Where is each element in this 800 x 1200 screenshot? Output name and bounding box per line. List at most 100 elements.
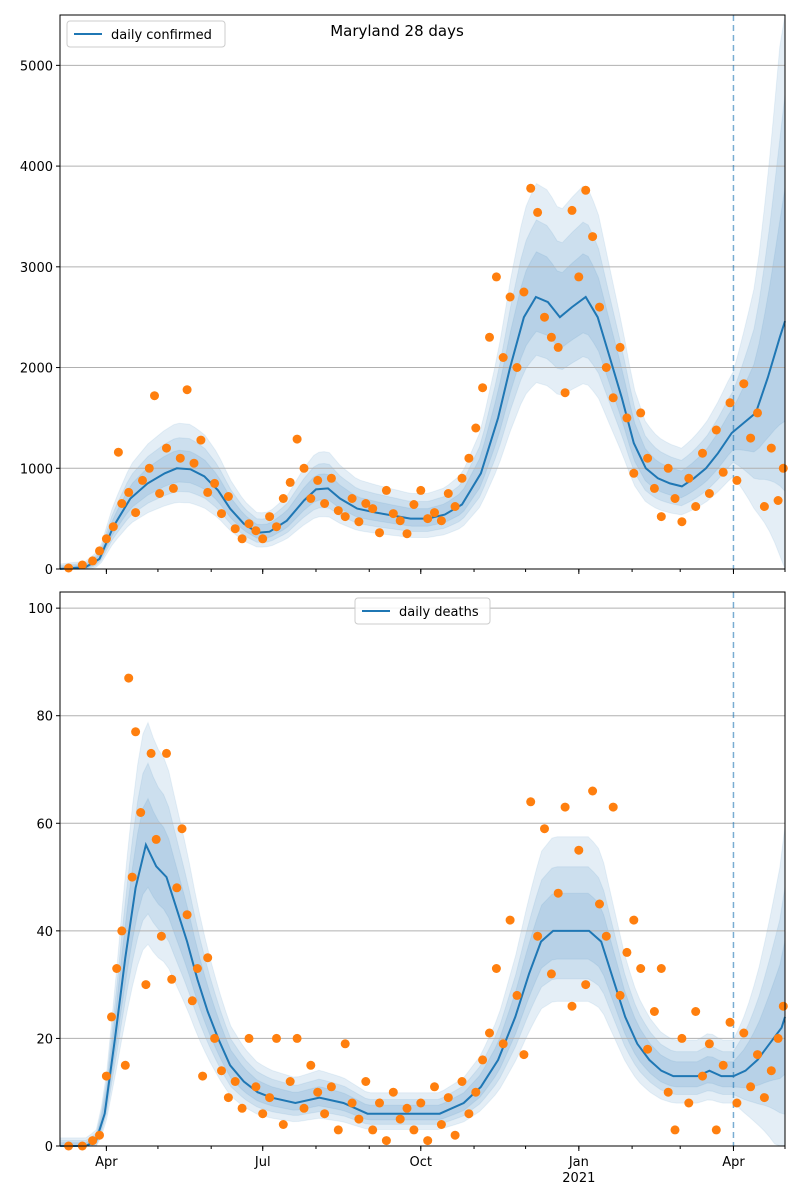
deaths-point-59 bbox=[436, 1120, 446, 1129]
deaths-point-66 bbox=[485, 1028, 494, 1038]
confirmed-legend: daily confirmed bbox=[66, 20, 226, 48]
deaths-point-75 bbox=[546, 969, 556, 979]
deaths-point-7 bbox=[117, 926, 127, 936]
deaths-point-102 bbox=[732, 1098, 742, 1108]
deaths-point-85 bbox=[615, 990, 625, 1000]
confirmed-point-8 bbox=[124, 487, 134, 497]
confirmed-point-64 bbox=[505, 292, 515, 302]
confirmed-point-32 bbox=[285, 477, 295, 487]
confirmed-point-33 bbox=[292, 434, 302, 444]
deaths-point-67 bbox=[491, 964, 501, 973]
confirmed-point-11 bbox=[144, 463, 154, 473]
deaths-ytick-label-3: 60 bbox=[36, 817, 53, 832]
deaths-point-79 bbox=[574, 845, 584, 855]
confirmed-ytick-label-3: 3000 bbox=[20, 261, 53, 276]
confirmed-ytick-label-1: 1000 bbox=[20, 462, 53, 477]
confirmed-point-1 bbox=[77, 560, 87, 570]
confirmed-point-0 bbox=[64, 563, 74, 573]
deaths-point-62 bbox=[457, 1077, 467, 1086]
confirmed-point-84 bbox=[643, 453, 653, 463]
deaths-point-72 bbox=[526, 797, 536, 807]
deaths-point-70 bbox=[512, 990, 522, 1000]
deaths-point-2 bbox=[88, 1136, 98, 1146]
confirmed-point-86 bbox=[656, 512, 666, 522]
deaths-point-21 bbox=[182, 910, 192, 920]
confirmed-point-28 bbox=[258, 534, 268, 544]
deaths-point-49 bbox=[368, 1125, 378, 1135]
confirmed-point-31 bbox=[278, 494, 288, 503]
confirmed-point-23 bbox=[223, 492, 233, 501]
confirmed-point-56 bbox=[450, 502, 460, 511]
chart-title: Maryland 28 days bbox=[330, 22, 464, 40]
deaths-point-83 bbox=[601, 931, 611, 941]
deaths-point-64 bbox=[471, 1087, 481, 1097]
confirmed-point-50 bbox=[409, 500, 419, 509]
confirmed-point-88 bbox=[670, 494, 680, 503]
confirmed-point-61 bbox=[485, 332, 494, 342]
confirmed-point-17 bbox=[182, 385, 192, 395]
confirmed-point-45 bbox=[375, 528, 384, 538]
confirmed-point-15 bbox=[168, 483, 178, 493]
deaths-point-45 bbox=[340, 1039, 350, 1049]
confirmed-point-67 bbox=[526, 183, 536, 193]
confirmed-point-4 bbox=[101, 534, 111, 544]
deaths-point-106 bbox=[759, 1093, 769, 1103]
deaths-ytick-label-1: 20 bbox=[36, 1032, 53, 1047]
confirmed-line-path bbox=[59, 295, 786, 570]
deaths-point-38 bbox=[292, 1033, 302, 1043]
confirmed-point-40 bbox=[340, 512, 350, 522]
confirmed-point-74 bbox=[574, 272, 584, 282]
xtick-label-0: Apr bbox=[95, 1155, 118, 1170]
deaths-uncertainty-bands bbox=[59, 721, 786, 1147]
deaths-point-87 bbox=[629, 915, 639, 925]
deaths-point-8 bbox=[120, 1060, 130, 1070]
confirmed-point-34 bbox=[299, 463, 309, 473]
deaths-point-57 bbox=[423, 1136, 433, 1146]
confirmed-point-46 bbox=[381, 485, 391, 495]
confirmed-point-66 bbox=[519, 287, 529, 297]
deaths-point-32 bbox=[251, 1082, 261, 1092]
deaths-point-71 bbox=[519, 1050, 529, 1060]
confirmed-point-69 bbox=[540, 312, 549, 322]
confirmed-point-94 bbox=[711, 425, 721, 435]
confirmed-point-35 bbox=[306, 494, 316, 503]
xtick-label-3: Jan bbox=[568, 1155, 589, 1170]
legend-box bbox=[354, 597, 491, 625]
deaths-point-33 bbox=[258, 1109, 268, 1119]
deaths-point-16 bbox=[156, 931, 166, 941]
confirmed-point-7 bbox=[117, 499, 127, 508]
confirmed-point-103 bbox=[773, 496, 783, 505]
confirmed-point-62 bbox=[491, 272, 501, 282]
legend-label: daily confirmed bbox=[111, 28, 212, 43]
deaths-point-20 bbox=[177, 824, 187, 834]
deaths-point-50 bbox=[375, 1098, 384, 1108]
confirmed-point-83 bbox=[636, 408, 646, 418]
confirmed-point-39 bbox=[333, 506, 343, 516]
deaths-ytick-label-2: 40 bbox=[36, 925, 53, 940]
confirmed-point-80 bbox=[615, 342, 625, 352]
deaths-point-4 bbox=[101, 1071, 111, 1081]
confirmed-point-43 bbox=[361, 499, 371, 508]
deaths-legend: daily deaths bbox=[354, 597, 491, 625]
deaths-point-73 bbox=[533, 931, 543, 941]
deaths-point-81 bbox=[588, 786, 598, 796]
deaths-point-53 bbox=[395, 1114, 405, 1124]
confirmed-point-95 bbox=[718, 467, 728, 477]
confirmed-point-68 bbox=[533, 207, 543, 217]
confirmed-point-57 bbox=[457, 473, 467, 483]
confirmed-point-36 bbox=[313, 475, 323, 485]
deaths-point-108 bbox=[773, 1033, 783, 1043]
deaths-y-ticks: 0 20 40 60 80 100 bbox=[28, 602, 60, 1155]
deaths-axes-frame bbox=[59, 591, 786, 1147]
confirmed-point-97 bbox=[732, 475, 742, 485]
confirmed-point-102 bbox=[766, 443, 776, 453]
deaths-point-80 bbox=[581, 980, 591, 990]
confirmed-point-63 bbox=[498, 353, 508, 362]
deaths-point-18 bbox=[167, 974, 177, 984]
deaths-point-25 bbox=[203, 953, 213, 963]
confirmed-observed-points bbox=[64, 183, 788, 573]
confirmed-point-25 bbox=[237, 534, 247, 544]
confirmed-point-93 bbox=[704, 489, 714, 498]
confirmed-point-16 bbox=[175, 453, 185, 463]
deaths-point-5 bbox=[107, 1012, 116, 1022]
